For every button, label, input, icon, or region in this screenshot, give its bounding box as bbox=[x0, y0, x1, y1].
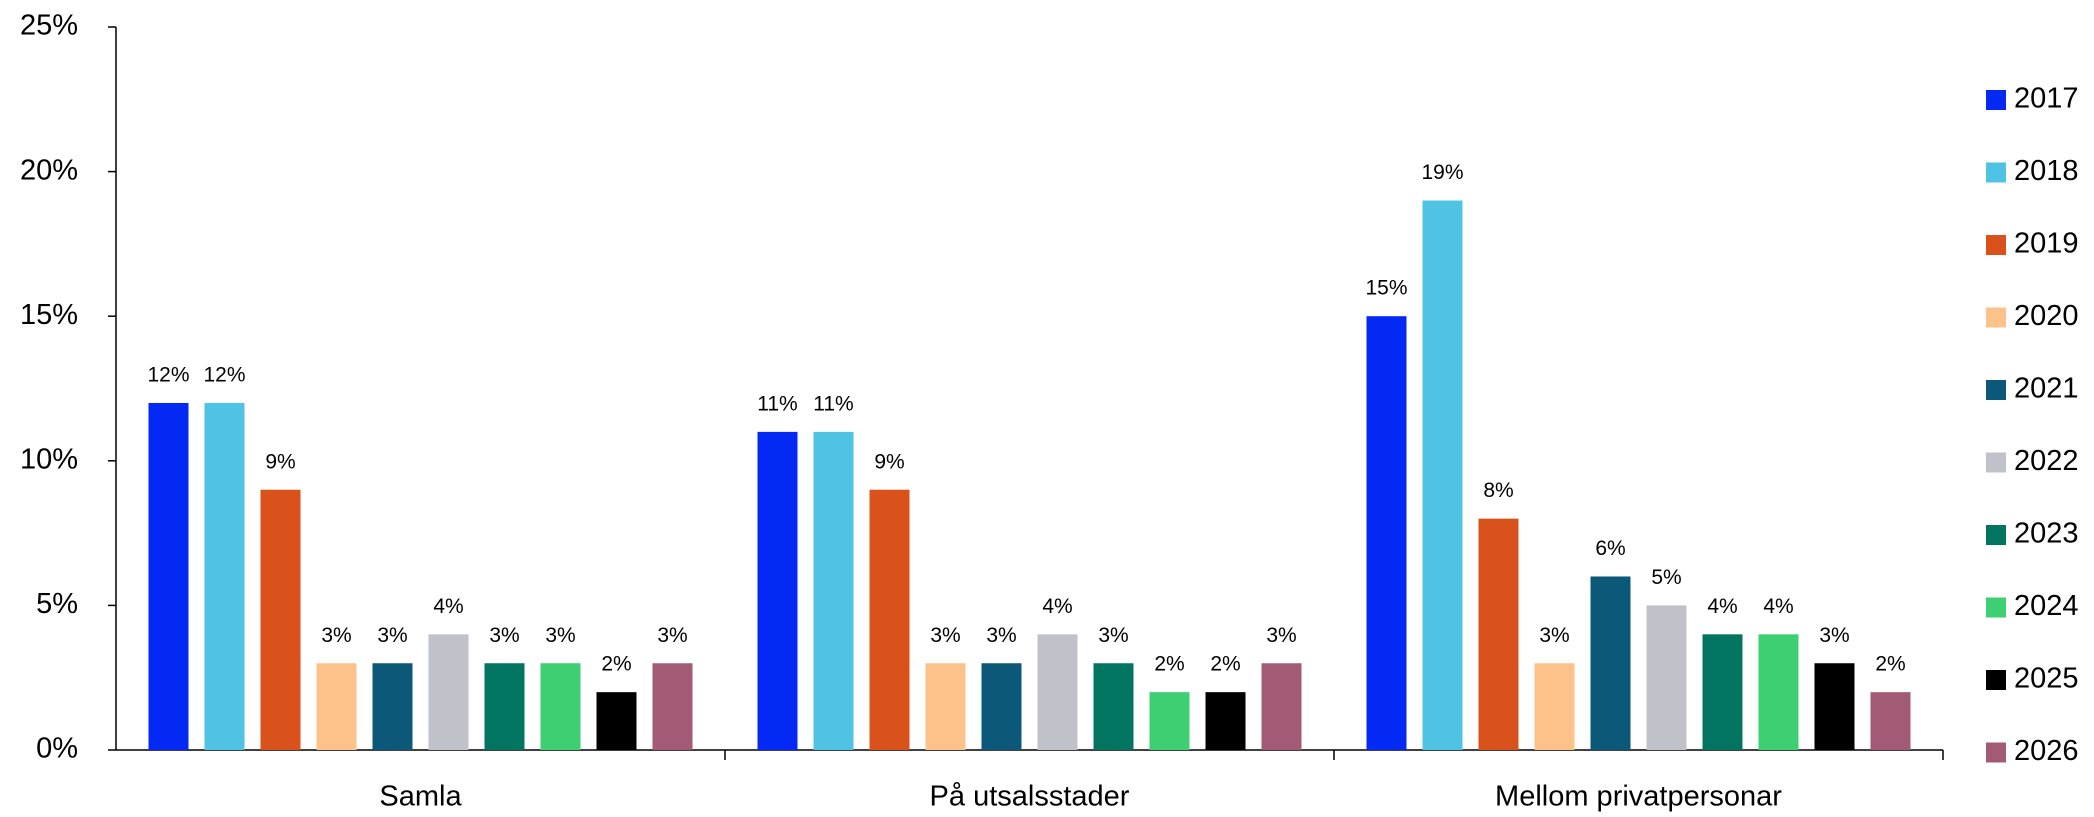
value-label: 2% bbox=[1154, 653, 1184, 676]
legend-label: 2023 bbox=[2014, 518, 2079, 550]
bar bbox=[484, 663, 525, 750]
legend-label: 2020 bbox=[2014, 300, 2079, 332]
bar bbox=[813, 431, 854, 750]
y-tick-label: 20% bbox=[20, 154, 78, 186]
value-label: 6% bbox=[1595, 537, 1625, 560]
bar bbox=[1037, 634, 1078, 750]
bar bbox=[1590, 576, 1631, 750]
value-label: 9% bbox=[874, 450, 904, 473]
bar bbox=[1093, 663, 1134, 750]
bar bbox=[260, 489, 301, 750]
legend-swatch bbox=[1986, 235, 2006, 255]
legend-swatch bbox=[1986, 670, 2006, 690]
bar bbox=[1205, 692, 1246, 750]
bar bbox=[204, 402, 245, 750]
value-label: 12% bbox=[203, 364, 245, 387]
bar bbox=[1149, 692, 1190, 750]
legend-label: 2026 bbox=[2014, 735, 2079, 767]
value-label: 15% bbox=[1365, 277, 1407, 300]
value-label: 3% bbox=[657, 624, 687, 647]
value-label: 5% bbox=[1651, 566, 1681, 589]
legend-label: 2022 bbox=[2014, 445, 2079, 477]
value-label: 3% bbox=[489, 624, 519, 647]
bar bbox=[148, 402, 189, 750]
y-tick-label: 0% bbox=[36, 733, 78, 765]
value-label: 3% bbox=[1539, 624, 1569, 647]
value-label: 2% bbox=[601, 653, 631, 676]
bar bbox=[1534, 663, 1575, 750]
legend-swatch bbox=[1986, 452, 2006, 473]
value-label: 3% bbox=[321, 624, 351, 647]
legend-swatch bbox=[1986, 525, 2006, 545]
value-label: 3% bbox=[545, 624, 575, 647]
bar bbox=[925, 663, 966, 750]
bar bbox=[1646, 605, 1687, 750]
legend-label: 2019 bbox=[2014, 228, 2079, 260]
legend-label: 2021 bbox=[2014, 373, 2079, 405]
x-tick-label: Samla bbox=[379, 781, 462, 813]
bar bbox=[428, 634, 469, 750]
bar bbox=[1366, 316, 1407, 750]
y-tick-label: 15% bbox=[20, 299, 78, 331]
bar bbox=[372, 663, 413, 750]
legend-swatch bbox=[1986, 597, 2006, 618]
legend-label: 2017 bbox=[2014, 83, 2079, 115]
value-label: 19% bbox=[1421, 161, 1463, 184]
value-label: 12% bbox=[147, 364, 189, 387]
value-label: 2% bbox=[1875, 653, 1905, 676]
value-label: 4% bbox=[433, 595, 463, 618]
bar bbox=[757, 431, 798, 750]
value-label: 3% bbox=[1266, 624, 1296, 647]
bar bbox=[540, 663, 581, 750]
value-label: 2% bbox=[1210, 653, 1240, 676]
legend-swatch bbox=[1986, 380, 2006, 400]
x-tick-label: Mellom privatpersonar bbox=[1495, 781, 1782, 813]
bar bbox=[1478, 518, 1519, 750]
value-label: 3% bbox=[1098, 624, 1128, 647]
value-label: 3% bbox=[986, 624, 1016, 647]
bar bbox=[316, 663, 357, 750]
value-label: 4% bbox=[1707, 595, 1737, 618]
legend-label: 2018 bbox=[2014, 155, 2079, 187]
bar bbox=[596, 692, 637, 750]
bar bbox=[1702, 634, 1743, 750]
value-label: 4% bbox=[1042, 595, 1072, 618]
legend-label: 2025 bbox=[2014, 663, 2079, 695]
legend-swatch bbox=[1986, 162, 2006, 183]
y-tick-label: 10% bbox=[20, 443, 78, 475]
bar bbox=[981, 663, 1022, 750]
value-label: 11% bbox=[813, 392, 853, 415]
bar bbox=[1814, 663, 1855, 750]
y-tick-label: 25% bbox=[20, 10, 78, 42]
value-label: 9% bbox=[265, 450, 295, 473]
legend-label: 2024 bbox=[2014, 590, 2079, 622]
value-label: 4% bbox=[1763, 595, 1793, 618]
bar bbox=[1261, 663, 1302, 750]
bar bbox=[869, 489, 910, 750]
bar bbox=[652, 663, 693, 750]
bar bbox=[1870, 692, 1911, 750]
value-label: 3% bbox=[377, 624, 407, 647]
legend-swatch bbox=[1986, 742, 2006, 763]
x-tick-label: På utsalsstader bbox=[930, 781, 1130, 813]
value-label: 3% bbox=[1819, 624, 1849, 647]
legend-swatch bbox=[1986, 90, 2006, 110]
y-tick-label: 5% bbox=[36, 588, 78, 620]
bar bbox=[1422, 200, 1463, 750]
value-label: 11% bbox=[757, 392, 797, 415]
value-label: 3% bbox=[930, 624, 960, 647]
legend-swatch bbox=[1986, 307, 2006, 328]
value-label: 8% bbox=[1483, 479, 1513, 502]
bar bbox=[1758, 634, 1799, 750]
